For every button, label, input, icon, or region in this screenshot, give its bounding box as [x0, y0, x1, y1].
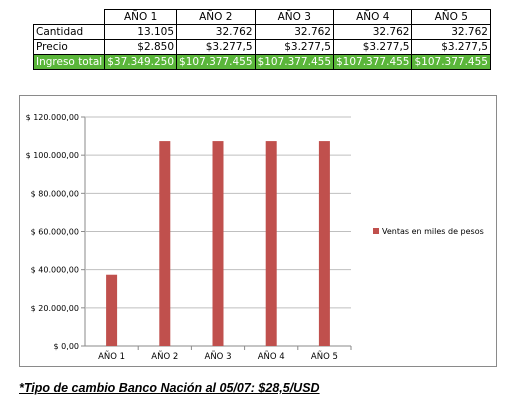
table-cell: $3.277,5 — [411, 39, 491, 55]
table-corner-cell — [33, 9, 106, 25]
row-label: Precio — [32, 39, 106, 55]
table-cell: 13.105 — [104, 24, 178, 40]
y-tick-label: $ 80.000,00 — [31, 189, 79, 198]
table-header-cell: AÑO 4 — [332, 9, 413, 25]
table-cell: 32.762 — [332, 24, 413, 40]
table-cell: 32.762 — [411, 24, 491, 40]
table-row-precio: Precio $2.850 $3.277,5 $3.277,5 $3.277,5… — [32, 39, 491, 55]
y-tick-label: $ 40.000,00 — [31, 266, 79, 275]
legend-swatch — [373, 228, 379, 234]
chart-canvas: $ 0,00 $ 20.000,00 $ 40.000,00 $ 60.000,00 $… — [26, 113, 484, 362]
table-cell: $3.277,5 — [254, 39, 335, 55]
table-cell: $3.277,5 — [332, 39, 413, 55]
y-tick-label: $ 100.000,00 — [26, 151, 79, 160]
y-tick-label: $ 60.000,00 — [31, 228, 79, 237]
bar — [159, 141, 171, 346]
x-tick-label: AÑO 1 — [98, 351, 125, 362]
legend-label: Ventas en miles de pesos — [382, 227, 484, 236]
table-cell: 32.762 — [254, 24, 335, 40]
y-tick-label: $ 20.000,00 — [31, 304, 79, 313]
bar — [265, 141, 277, 346]
table-header-cell: AÑO 1 — [104, 9, 178, 25]
table-cell: $107.377.455 — [411, 54, 491, 70]
table-row-cantidad: Cantidad 13.105 32.762 32.762 32.762 32.… — [32, 24, 491, 40]
sales-chart: $ 0,00 $ 20.000,00 $ 40.000,00 $ 60.000,00 $… — [19, 95, 497, 367]
x-tick-label: AÑO 4 — [258, 351, 285, 362]
x-tick-label: AÑO 5 — [311, 351, 338, 362]
x-tick-label: AÑO 2 — [151, 351, 178, 362]
y-tick-label: $ 120.000,00 — [26, 113, 79, 122]
income-table: AÑO 1 AÑO 2 AÑO 3 AÑO 4 AÑO 5 Cantidad 1… — [32, 9, 491, 70]
table-cell: $107.377.455 — [332, 54, 413, 70]
y-tick-label: $ 0,00 — [54, 342, 79, 351]
bar — [212, 141, 224, 346]
table-cell: $3.277,5 — [176, 39, 256, 55]
table-header-row: AÑO 1 AÑO 2 AÑO 3 AÑO 4 AÑO 5 — [33, 9, 491, 25]
table-header-cell: AÑO 2 — [176, 9, 256, 25]
table-cell: $37.349.250 — [104, 54, 178, 70]
table-header-cell: AÑO 5 — [411, 9, 491, 25]
table-cell: $107.377.455 — [176, 54, 256, 70]
table-cell: $107.377.455 — [254, 54, 335, 70]
table-cell: 32.762 — [176, 24, 256, 40]
table-header-cell: AÑO 3 — [254, 9, 335, 25]
bar — [106, 274, 118, 346]
table-cell: $2.850 — [104, 39, 178, 55]
footnote: *Tipo de cambio Banco Nación al 05/07: $… — [19, 381, 320, 395]
bar — [318, 141, 330, 346]
table-row-ingreso-total: Ingreso total $37.349.250 $107.377.455 $… — [32, 54, 491, 70]
x-tick-label: AÑO 3 — [205, 351, 232, 362]
row-label: Ingreso total — [32, 54, 106, 70]
row-label: Cantidad — [32, 24, 106, 40]
